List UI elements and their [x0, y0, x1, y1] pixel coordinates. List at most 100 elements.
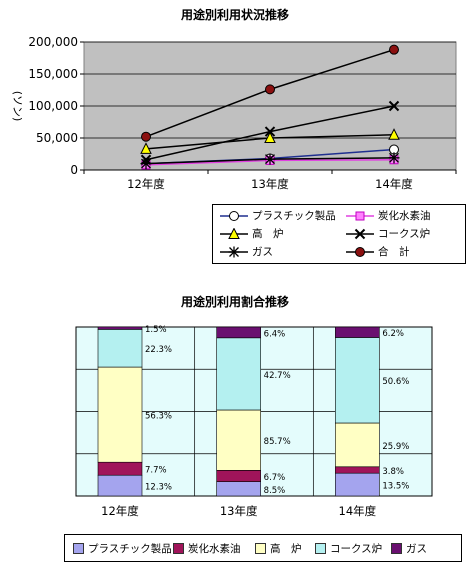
legend-marker	[229, 210, 239, 221]
series-高炉	[140, 128, 400, 154]
legend-marker	[228, 246, 240, 257]
legend-item-ガス: ガス	[391, 541, 427, 556]
line-chart: 0 50,000 100,000 150,000 200,000 12年度 13年度 14年度…	[11, 35, 457, 191]
legend-item-コークス炉: コークス炉	[345, 226, 430, 241]
y-tick-label: 0	[70, 163, 78, 177]
data-point	[141, 131, 151, 142]
data-label: 12.3%	[145, 483, 172, 493]
data-label: 56.3%	[145, 412, 172, 422]
legend-label: ガス	[252, 246, 273, 258]
data-point	[264, 131, 276, 143]
data-point	[264, 153, 276, 165]
bar-炭化水素油-13年度	[216, 470, 261, 482]
legend-item-コークス炉: コークス炉	[315, 541, 382, 556]
bar-高炉-14年度	[335, 422, 380, 468]
bar-高炉-13年度	[216, 409, 261, 471]
legend-item-プラスチック製品: プラスチック製品	[219, 208, 336, 223]
data-label: 6.7%	[264, 473, 286, 483]
bar-コークス炉-14年度	[335, 337, 380, 424]
legend-label: 炭化水素油	[378, 210, 431, 222]
bar-コークス炉-12年度	[97, 329, 143, 368]
data-label: 1.5%	[145, 325, 167, 335]
legend-symbol	[346, 228, 374, 239]
legend-symbol	[220, 227, 248, 239]
bar-ガス-13年度	[216, 326, 261, 339]
data-point	[388, 128, 400, 140]
legend-item-合計: 合 計	[345, 244, 410, 259]
legend-label: 高 炉	[270, 543, 302, 555]
legend-label: 高 炉	[252, 228, 284, 240]
y-tick-label: 200,000	[28, 35, 78, 49]
bar-ガス-12年度	[97, 326, 143, 330]
y-tick-label: 100,000	[28, 99, 78, 113]
legend-label: 炭化水素油	[188, 543, 241, 555]
x-tick-label: 13年度	[220, 504, 258, 518]
x-tick-label: 13年度	[251, 177, 289, 191]
legend-item-ガス: ガス	[219, 244, 273, 259]
series-ガス	[140, 152, 400, 170]
legend-item-プラスチック製品: プラスチック製品	[73, 541, 172, 556]
line-chart-legend: プラスチック製品 炭化水素油高 炉 コークス炉ガス 合 計	[212, 204, 466, 264]
legend-swatch	[255, 543, 266, 554]
data-point	[388, 100, 400, 112]
bar-炭化水素油-14年度	[335, 466, 380, 474]
legend-marker	[355, 211, 365, 220]
legend-swatch	[391, 543, 402, 554]
x-tick-label: 12年度	[127, 177, 165, 191]
legend-label: コークス炉	[330, 543, 383, 555]
legend-marker	[355, 246, 365, 257]
data-label: 22.3%	[145, 345, 172, 355]
legend-label: 合 計	[378, 246, 410, 258]
data-label: 13.5%	[382, 482, 409, 492]
legend-marker	[354, 228, 366, 239]
y-axis-label: (ソン)	[11, 91, 24, 122]
bar-chart-title: 用途別利用割合推移	[180, 295, 289, 309]
legend-item-高炉: 高 炉	[219, 226, 284, 241]
bar-プラスチック製品-14年度	[335, 472, 380, 497]
legend-item-炭化水素油: 炭化水素油	[345, 208, 431, 223]
legend-symbol	[220, 210, 248, 221]
bar-高炉-12年度	[97, 366, 143, 463]
legend-item-炭化水素油: 炭化水素油	[173, 541, 241, 556]
bar-プラスチック製品-13年度	[216, 481, 261, 497]
data-point	[389, 44, 399, 55]
bar-炭化水素油-12年度	[97, 461, 143, 476]
x-tick-label: 12年度	[101, 504, 139, 518]
legend-swatch	[315, 543, 326, 554]
legend-label: コークス炉	[378, 228, 431, 240]
data-point	[140, 142, 152, 154]
y-tick-label: 50,000	[36, 131, 78, 145]
legend-symbol	[346, 211, 374, 220]
legend-label: ガス	[406, 543, 427, 555]
data-point	[265, 84, 275, 95]
bar-プラスチック製品-12年度	[97, 474, 143, 497]
data-point	[388, 152, 400, 164]
legend-label: プラスチック製品	[252, 210, 336, 222]
x-tick-label: 14年度	[375, 177, 413, 191]
bar-コークス炉-13年度	[216, 337, 261, 411]
x-tick-label: 14年度	[339, 504, 377, 518]
legend-label: プラスチック製品	[88, 543, 172, 555]
data-label: 85.7%	[264, 437, 291, 447]
data-label: 25.9%	[382, 442, 409, 452]
series-合計	[141, 44, 399, 142]
legend-symbol	[220, 246, 248, 257]
data-label: 3.8%	[382, 467, 404, 477]
legend-marker	[228, 227, 240, 239]
data-label: 8.5%	[264, 486, 286, 496]
data-point	[140, 158, 152, 170]
legend-item-高炉: 高 炉	[255, 541, 302, 556]
data-label: 6.4%	[264, 329, 286, 339]
line-chart-title: 用途別利用状況推移	[180, 8, 289, 22]
bar-chart-legend: プラスチック製品 炭化水素油 高 炉 コークス炉 ガス	[64, 534, 462, 562]
data-label: 50.6%	[382, 377, 409, 387]
legend-swatch	[73, 543, 84, 554]
legend-swatch	[173, 543, 184, 554]
data-label: 7.7%	[145, 466, 167, 476]
bar-ガス-14年度	[335, 326, 380, 338]
legend-symbol	[346, 246, 374, 257]
data-label: 42.7%	[264, 371, 291, 381]
data-label: 6.2%	[382, 329, 404, 339]
y-tick-label: 150,000	[28, 67, 78, 81]
